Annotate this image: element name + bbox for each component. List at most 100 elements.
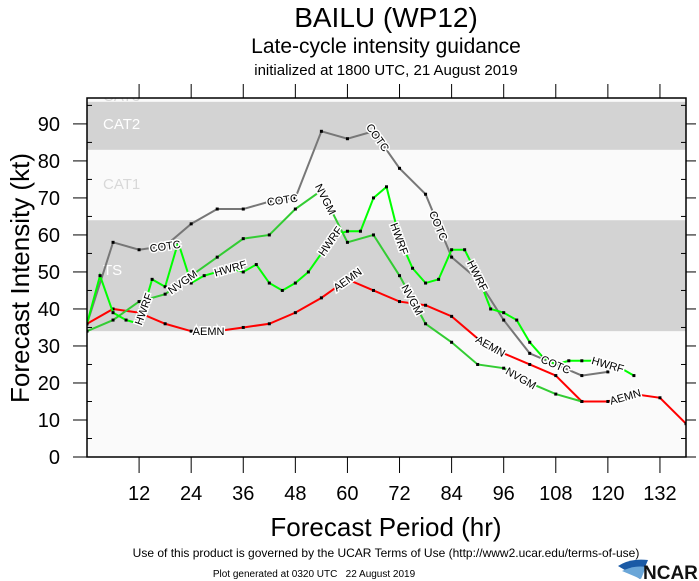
data-point-nvgm (241, 237, 245, 241)
data-point-aemn (658, 396, 662, 400)
data-point-nvgm (528, 381, 532, 385)
data-point-aemn (424, 303, 428, 307)
data-point-hwrf (319, 251, 323, 255)
data-point-cotc (476, 277, 480, 281)
data-point-hwrf (385, 185, 388, 189)
data-point-aemn (398, 300, 402, 304)
data-point-hwrf (398, 237, 402, 241)
data-point-hwrf (124, 318, 128, 322)
data-point-hwrf (476, 274, 480, 278)
data-point-hwrf (437, 277, 441, 281)
data-point-nvgm (111, 318, 115, 322)
data-point-aemn (293, 311, 297, 315)
data-point-cotc (424, 192, 428, 196)
chart-title: BAILU (WP12) (294, 2, 478, 33)
data-point-hwrf (371, 196, 375, 200)
terms-of-use: Use of this product is governed by the U… (133, 546, 640, 560)
data-point-nvgm (163, 292, 167, 296)
data-point-nvgm (215, 255, 219, 259)
data-point-aemn (345, 277, 349, 281)
data-point-aemn (554, 374, 558, 378)
data-point-hwrf (463, 248, 467, 252)
data-point-cotc (241, 207, 245, 211)
data-point-hwrf (98, 274, 102, 278)
band-label-cat2: CAT2 (103, 116, 140, 133)
data-point-hwrf (306, 270, 310, 274)
series-line-nvgm (87, 189, 583, 403)
data-point-hwrf (189, 281, 193, 285)
x-tick-label: 36 (232, 483, 254, 505)
band-label-cat1: CAT1 (103, 176, 140, 193)
y-tick-label: 70 (38, 188, 60, 210)
data-point-aemn (137, 311, 141, 315)
data-point-aemn (528, 362, 532, 366)
x-tick-label: 72 (388, 483, 410, 505)
data-point-cotc (398, 166, 402, 170)
data-point-hwrf (515, 318, 519, 322)
data-point-hwrf (502, 311, 506, 315)
ncar-logo-text: NCAR (643, 563, 698, 581)
data-point-hwrf (137, 322, 141, 326)
data-point-hwrf (528, 340, 532, 344)
data-point-hwrf (332, 233, 336, 237)
data-point-hwrf (267, 281, 271, 285)
data-point-cotc (163, 244, 167, 248)
data-point-aemn (319, 296, 323, 300)
x-tick-label: 48 (284, 483, 306, 505)
series-line-aemn (87, 278, 686, 425)
plot-generated: Plot generated at 0320 UTC 22 August 201… (213, 569, 416, 580)
data-point-nvgm (450, 340, 454, 344)
data-point-cotc (111, 240, 115, 244)
data-point-hwrf (411, 266, 415, 270)
y-tick-label: 50 (38, 262, 60, 284)
data-point-cotc (345, 137, 349, 141)
data-point-hwrf (593, 359, 597, 363)
plot-frame (86, 97, 687, 458)
data-point-hwrf (111, 311, 115, 315)
data-point-cotc (371, 129, 375, 133)
data-point-hwrf (228, 266, 232, 270)
data-point-hwrf (293, 281, 297, 285)
y-tick-label: 90 (38, 114, 60, 136)
band-cat3 (87, 98, 686, 102)
y-tick-label: 30 (38, 336, 60, 358)
band-ts (87, 220, 686, 332)
data-point-hwrf (632, 374, 636, 378)
data-point-hwrf (176, 240, 180, 244)
data-point-nvgm (554, 392, 558, 396)
data-point-hwrf (202, 274, 206, 278)
data-point-aemn (632, 392, 636, 396)
data-point-hwrf (567, 359, 571, 363)
series-label-aemn: AEMN (193, 326, 225, 338)
data-point-cotc (606, 370, 610, 374)
data-point-aemn (502, 351, 506, 355)
data-point-aemn (241, 325, 245, 329)
data-point-cotc (319, 129, 323, 133)
ncar-logo: NCAR (618, 559, 698, 581)
data-point-cotc (528, 351, 532, 355)
data-point-aemn (606, 399, 610, 403)
data-point-nvgm (267, 233, 271, 237)
data-point-hwrf (254, 263, 258, 267)
data-point-hwrf (541, 355, 545, 359)
data-point-hwrf (358, 229, 362, 233)
data-point-hwrf (450, 248, 454, 252)
x-axis-title: Forecast Period (hr) (270, 512, 501, 542)
data-point-nvgm (424, 322, 428, 326)
y-tick-label: 10 (38, 410, 60, 432)
y-axis-title: Forecast Intensity (kt) (5, 153, 35, 403)
data-point-aemn (189, 329, 193, 333)
band-label-ts: TS (103, 262, 122, 279)
y-tick-label: 60 (38, 225, 60, 247)
data-point-aemn (163, 322, 167, 326)
data-point-aemn (476, 337, 480, 341)
chart-subtitle: Late-cycle intensity guidance (251, 35, 521, 58)
x-tick-label: 132 (643, 483, 676, 505)
data-point-nvgm (319, 189, 323, 193)
data-point-hwrf (215, 270, 219, 274)
y-tick-label: 40 (38, 299, 60, 321)
data-point-cotc (215, 207, 219, 211)
data-point-nvgm (580, 399, 584, 403)
data-point-cotc (189, 222, 193, 226)
